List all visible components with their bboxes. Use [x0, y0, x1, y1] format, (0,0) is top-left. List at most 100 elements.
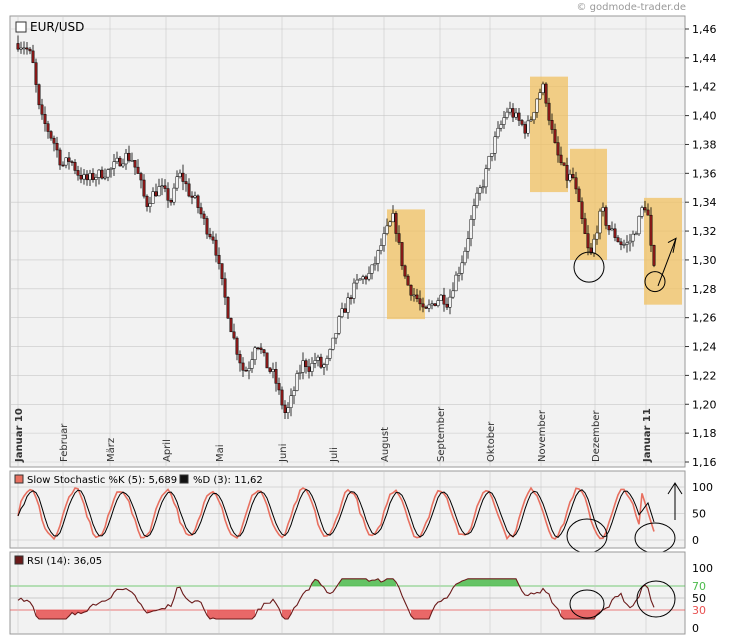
candle-body [55, 142, 59, 151]
rsi-line [17, 578, 655, 620]
candle-body [424, 306, 428, 309]
candle-body [535, 98, 539, 113]
candle-body [85, 174, 89, 181]
candle-body [34, 62, 38, 85]
candle-body [262, 349, 266, 354]
candle-body [67, 157, 71, 162]
candle-body [247, 368, 251, 372]
candle-body [607, 225, 611, 231]
candle-body [112, 161, 116, 169]
candle-body [76, 170, 80, 176]
candle-body [352, 282, 356, 299]
rsi-y-tick-label: 100 [692, 562, 713, 575]
candle-body [394, 213, 398, 234]
candle-body [145, 195, 149, 207]
month-labels: Januar 10 Februar März April Mai Juni Juli Augu… [14, 406, 653, 463]
candle-body [553, 129, 557, 143]
candle-body [526, 120, 530, 134]
month-label: April [162, 439, 173, 462]
candle-body [211, 236, 215, 241]
candle-body [550, 120, 554, 130]
candle-body [355, 279, 359, 284]
candle-body [532, 112, 536, 121]
candle-body [289, 395, 293, 408]
candle-body [370, 264, 374, 274]
candle-body [469, 219, 473, 239]
highlight-box [644, 197, 682, 305]
candle-body [562, 162, 566, 166]
stochastic-k-label: Slow Stochastic %K (5): 5,689 [27, 475, 177, 486]
candle-body [136, 166, 140, 174]
y-tick-label: 1,28 [692, 283, 717, 296]
candle-body [127, 152, 131, 161]
stochastic-y-tick-label: 100 [692, 481, 713, 494]
candle-body [301, 360, 305, 373]
candle-body [589, 247, 593, 254]
candle-body [121, 163, 125, 167]
candle-body [619, 241, 623, 245]
candle-body [505, 111, 509, 118]
y-tick-label: 1,44 [692, 52, 717, 65]
candle-body [583, 218, 587, 234]
candle-body [310, 363, 314, 372]
candle-body [52, 137, 56, 144]
candle-body [235, 337, 239, 355]
candle-body [343, 308, 347, 313]
candle-body [19, 47, 23, 50]
candle-body [418, 298, 422, 305]
candle-body [634, 233, 638, 236]
candle-body [196, 195, 200, 208]
candle-body [64, 157, 68, 166]
y-tick-label: 1,34 [692, 196, 717, 209]
month-label: November [537, 409, 548, 462]
candle-body [292, 390, 296, 396]
y-tick-label: 1,36 [692, 167, 717, 180]
candle-body [601, 207, 605, 212]
candle-body [568, 174, 572, 181]
stochastic-panel: 100 50 0 Slow Stochastic %K (5): 5,689 %D … [9, 470, 713, 554]
candle-body [115, 157, 119, 162]
candle-body [160, 185, 164, 187]
candle-body [286, 407, 290, 413]
candle-body [154, 191, 158, 197]
candle-body [325, 358, 329, 365]
month-label: September [436, 406, 447, 462]
candle-body [322, 364, 326, 368]
candle-body [409, 284, 413, 296]
candle-body [349, 297, 353, 299]
candle-body [400, 242, 404, 267]
candle-body [94, 177, 98, 180]
candle-body [277, 383, 281, 391]
candle-body [640, 207, 644, 217]
candle-body [604, 207, 608, 226]
rsi-fill [339, 578, 396, 586]
rsi-fill [561, 610, 600, 619]
candle-body [517, 112, 521, 121]
candle-body [190, 195, 194, 198]
candle-body [49, 131, 53, 139]
rsi-y-tick-label: 0 [692, 622, 699, 635]
candles [16, 35, 656, 420]
month-label: Juni [278, 444, 289, 463]
candle-body [223, 278, 227, 298]
candle-body [391, 213, 395, 223]
legend-swatch-eurusd [15, 21, 27, 33]
candle-body [88, 173, 92, 181]
y-tick-label: 1,32 [692, 225, 717, 238]
stochastic-grid [10, 471, 685, 548]
candle-body [595, 232, 599, 240]
stochastic-plot-area [9, 470, 686, 549]
main-y-axis: 1,46 1,44 1,42 1,40 1,38 1,36 1,34 1,32 1,30 1,28… [685, 23, 717, 469]
candle-body [466, 238, 470, 252]
candle-body [22, 47, 26, 50]
legend-swatch-k [14, 474, 24, 484]
candle-body [610, 228, 614, 231]
candle-body [622, 244, 626, 246]
candle-body [37, 84, 41, 106]
candle-body [331, 337, 335, 350]
candle-body [151, 191, 155, 204]
candle-body [283, 404, 287, 413]
candle-body [475, 192, 479, 206]
y-tick-label: 1,16 [692, 456, 717, 469]
